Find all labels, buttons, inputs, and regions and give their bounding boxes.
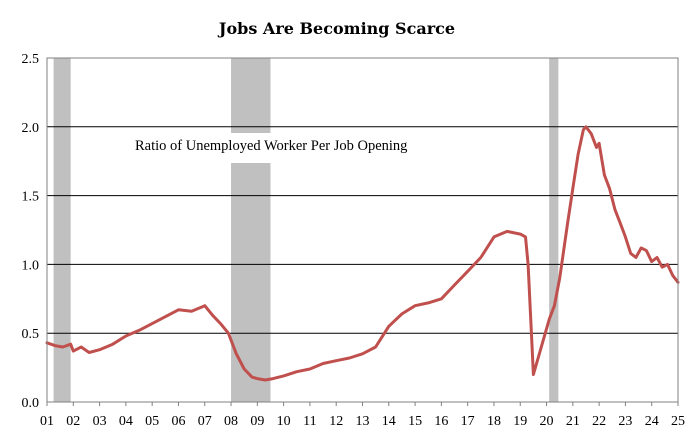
x-axis-ticks: 01 02 03 04 05 06 07 08 09 10 11 12 13 14 15 16 17 18 19 20… (40, 402, 685, 429)
y-tick-label: 2.0 (22, 121, 40, 136)
recession-band-1 (53, 58, 71, 402)
x-tick-label: 23 (618, 414, 632, 429)
recession-band-2 (231, 58, 271, 402)
y-axis-ticks: 0.0 0.5 1.0 1.5 2.0 2.5 (22, 52, 40, 411)
x-tick-label: 03 (93, 414, 107, 429)
recession-bands (53, 58, 559, 402)
y-tick-label: 2.5 (22, 52, 40, 67)
x-tick-label: 24 (645, 414, 659, 429)
x-tick-label: 11 (303, 414, 316, 429)
x-tick-label: 19 (513, 414, 527, 429)
x-tick-label: 12 (329, 414, 343, 429)
x-tick-label: 14 (382, 414, 396, 429)
plot-frame (46, 57, 679, 403)
recession-band-3 (549, 58, 559, 402)
annotation-background (130, 133, 466, 163)
y-tick-label: 1.5 (22, 190, 40, 205)
x-tick-label: 10 (277, 414, 291, 429)
x-tick-label: 02 (66, 414, 80, 429)
x-tick-label: 07 (198, 414, 212, 429)
x-tick-label: 05 (145, 414, 159, 429)
gridlines (47, 126, 678, 334)
x-tick-label: 08 (224, 414, 238, 429)
x-tick-label: 15 (408, 414, 422, 429)
chart-title: Jobs Are Becoming Scarce (217, 19, 455, 38)
x-tick-label: 04 (119, 414, 133, 429)
x-tick-label: 01 (40, 414, 54, 429)
y-tick-label: 0.5 (22, 327, 40, 342)
series-annotation: Ratio of Unemployed Worker Per Job Openi… (135, 138, 407, 154)
x-tick-label: 18 (487, 414, 501, 429)
x-tick-label: 09 (250, 414, 264, 429)
x-tick-label: 13 (356, 414, 370, 429)
y-tick-label: 0.0 (22, 396, 40, 411)
series-lines (45, 125, 680, 382)
x-tick-label: 16 (434, 414, 448, 429)
x-tick-label: 20 (540, 414, 554, 429)
x-tick-label: 22 (592, 414, 606, 429)
x-tick-label: 06 (171, 414, 185, 429)
x-tick-label: 25 (671, 414, 685, 429)
x-tick-label: 21 (566, 414, 580, 429)
y-tick-label: 1.0 (22, 258, 40, 273)
x-tick-label: 17 (461, 414, 475, 429)
series-line-1 (45, 125, 680, 382)
